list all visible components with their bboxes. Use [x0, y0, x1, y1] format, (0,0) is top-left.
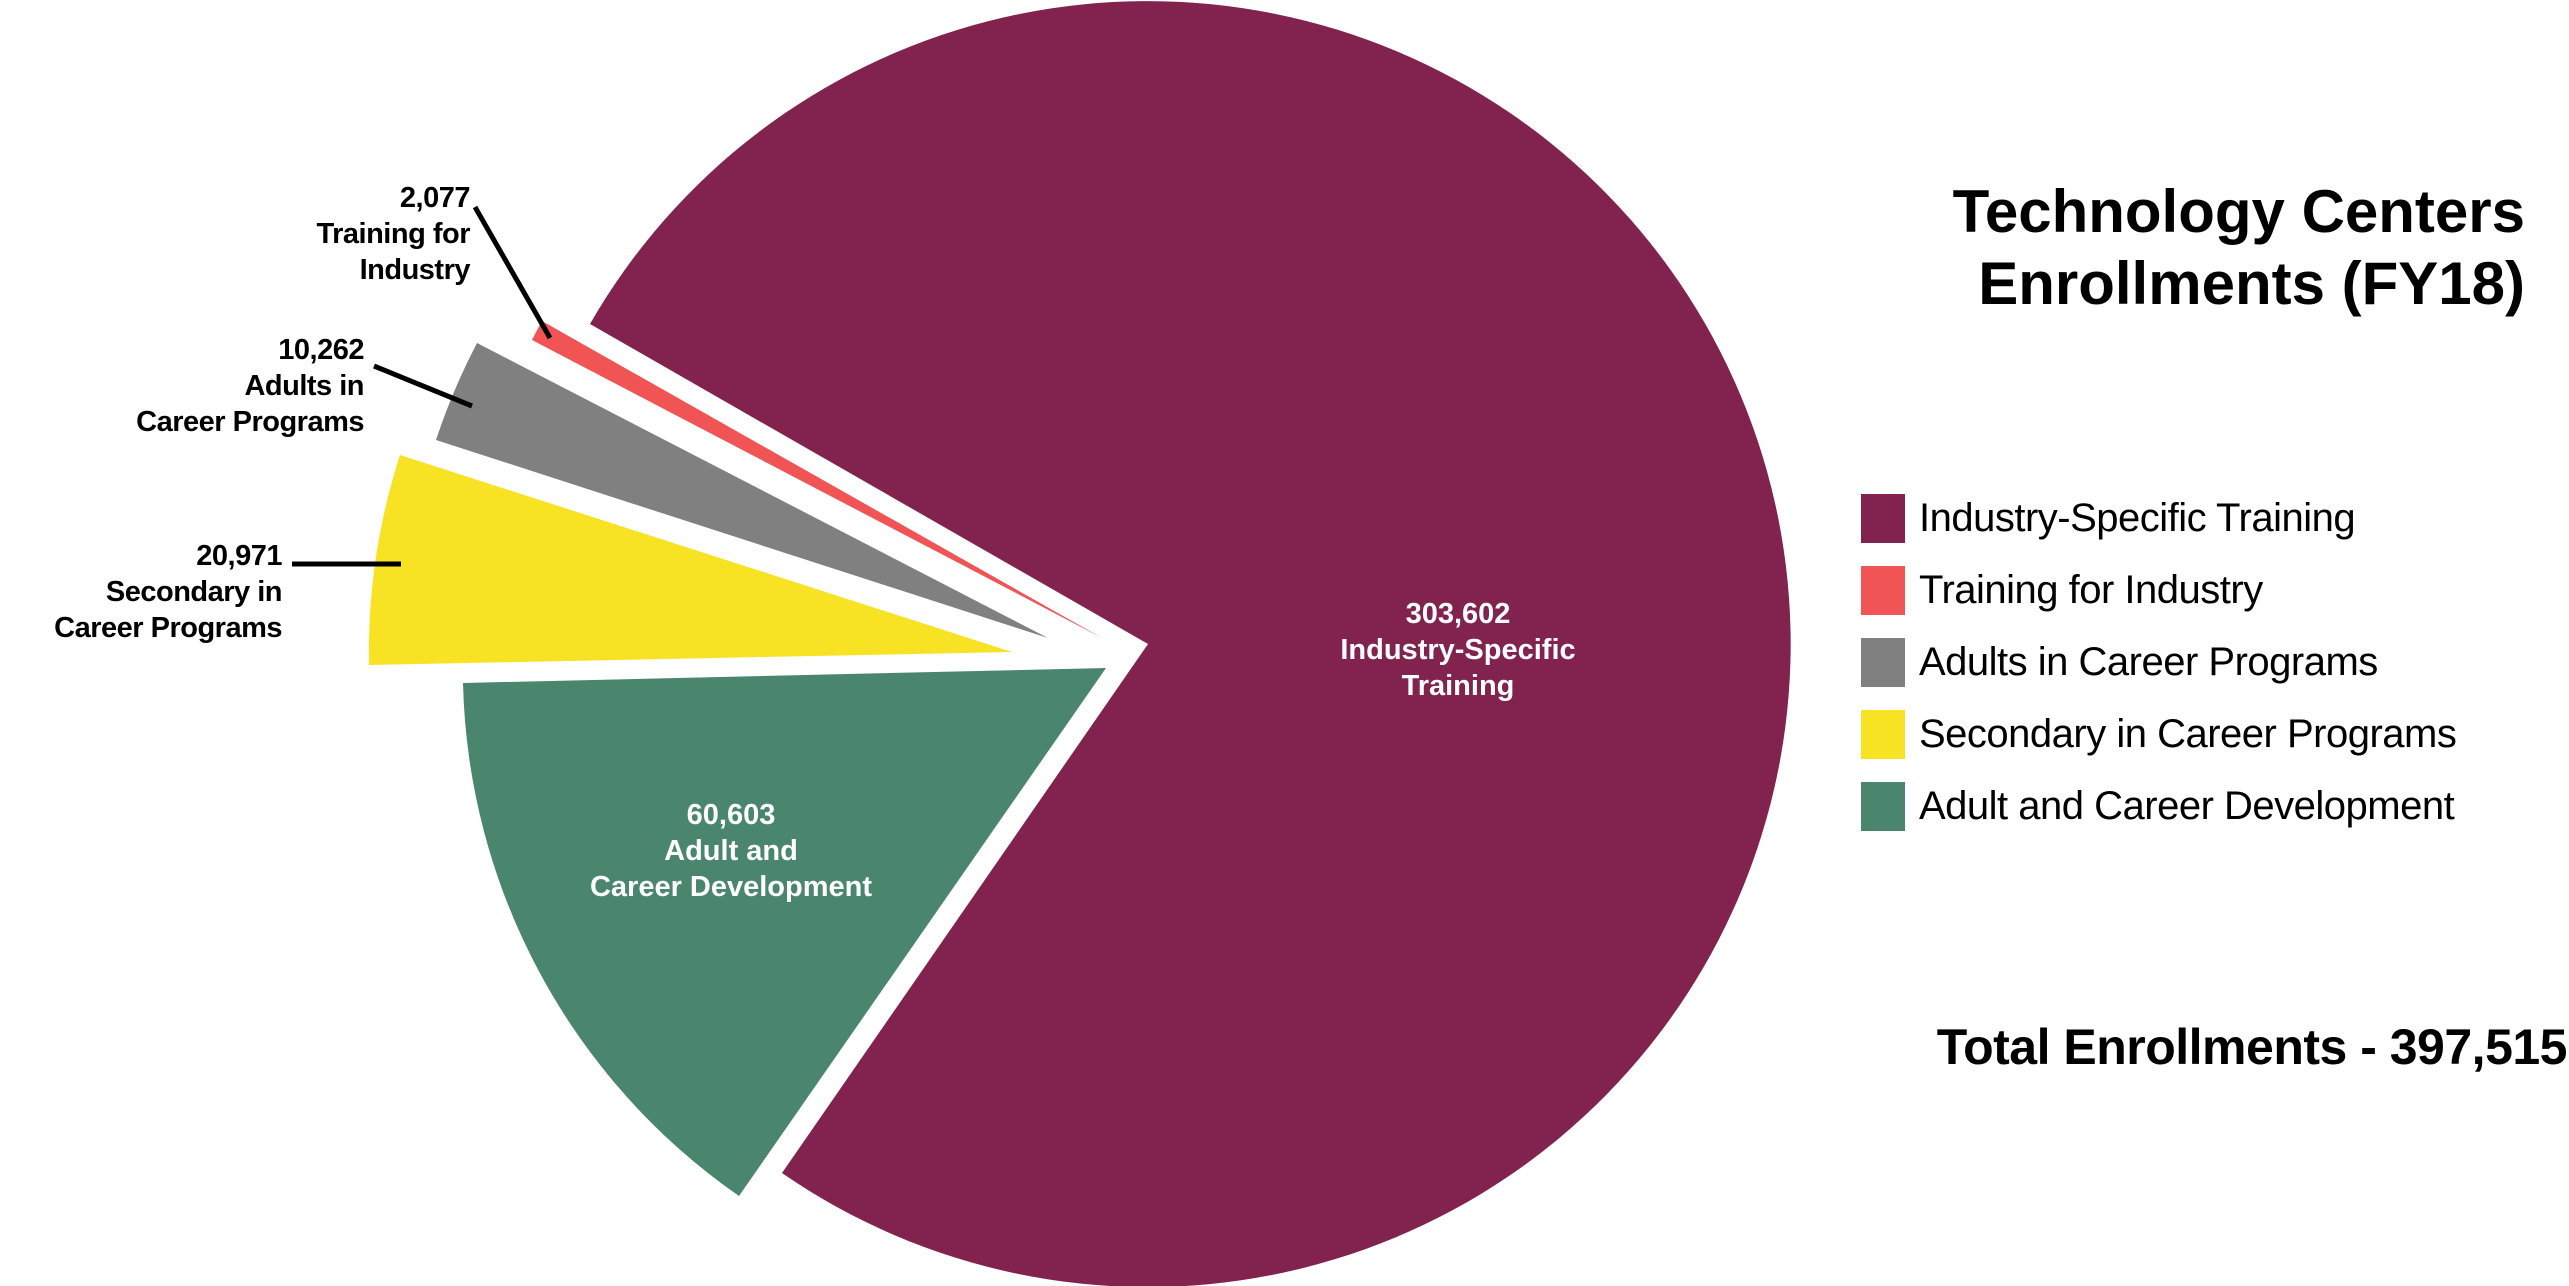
slice-training-for-industry [532, 321, 1102, 638]
legend-label: Adults in Career Programs [1919, 640, 2378, 684]
legend-label: Industry-Specific Training [1919, 496, 2356, 540]
leader-line-adults-in-career-programs [373, 363, 473, 409]
legend-item-adults-in-career-programs: Adults in Career Programs [1861, 638, 2456, 687]
legend-item-secondary-in-career-programs: Secondary in Career Programs [1861, 710, 2457, 759]
label-industry-specific-training: 303,602 Industry-Specific Training [1340, 596, 1575, 704]
total-enrollments: Total Enrollments - 397,515 [1936, 1019, 2568, 1075]
chart-title: Technology Centers Enrollments (FY18) [1953, 176, 2525, 320]
legend-swatch [1861, 494, 1905, 543]
legend-label: Adult and Career Development [1919, 784, 2455, 828]
label-value: 10,262 [278, 334, 364, 366]
slice-industry-specific-training [590, 1, 1791, 1286]
slice-adult-and-career-development [463, 668, 1106, 1196]
legend-swatch [1861, 638, 1905, 687]
label-line1: Industry-Specific [1340, 634, 1576, 666]
label-value: 2,077 [399, 182, 471, 214]
legend-swatch [1861, 566, 1905, 615]
chart-title-line1: Technology Centers [1952, 178, 2525, 245]
label-line1: Adults in [244, 370, 364, 402]
legend: Industry-Specific Training Training for … [1861, 494, 2457, 854]
slice-secondary-in-career-programs [368, 455, 1012, 665]
label-line1: Secondary in [105, 576, 283, 608]
label-line2: Career Programs [54, 612, 282, 644]
legend-item-training-for-industry: Training for Industry [1861, 566, 2456, 615]
label-line2: Industry [359, 254, 471, 286]
label-adults-in-career-programs: 10,262 Adults in Career Programs [136, 332, 364, 440]
label-line2: Career Development [589, 871, 873, 903]
leader-line-training-for-industry [472, 205, 553, 340]
label-line2: Training [1401, 670, 1515, 702]
label-training-for-industry: 2,077 Training for Industry [317, 180, 471, 288]
legend-swatch [1861, 782, 1905, 831]
label-line1: Training for [316, 218, 471, 250]
legend-label: Secondary in Career Programs [1919, 712, 2457, 756]
slice-adults-in-career-programs [436, 343, 1048, 638]
legend-label: Training for Industry [1919, 568, 2263, 612]
legend-swatch [1861, 710, 1905, 759]
label-line2: Career Programs [136, 406, 364, 438]
label-line1: Adult and [664, 835, 798, 867]
chart-title-line2: Enrollments (FY18) [1978, 250, 2525, 317]
label-value: 60,603 [686, 799, 776, 831]
legend-item-industry-specific-training: Industry-Specific Training [1861, 494, 2456, 543]
label-adult-and-career-development: 60,603 Adult and Career Development [590, 797, 872, 905]
label-value: 20,971 [196, 540, 282, 572]
legend-item-adult-and-career-development: Adult and Career Development [1861, 782, 2456, 831]
label-value: 303,602 [1405, 598, 1511, 630]
label-secondary-in-career-programs: 20,971 Secondary in Career Programs [54, 538, 282, 646]
